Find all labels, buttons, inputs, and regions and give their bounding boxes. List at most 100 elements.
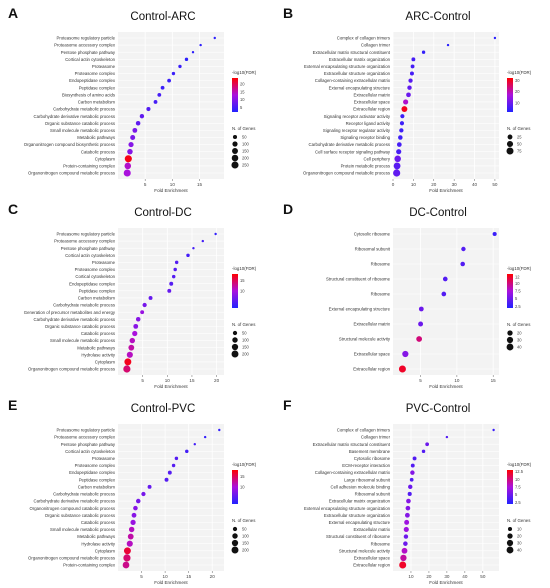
color-tick-label: 5 (515, 296, 518, 301)
term-label: Cytosolic ribosome (354, 456, 391, 461)
term-label: Cell periphery (363, 156, 390, 161)
size-legend-dot (506, 539, 514, 547)
data-point (135, 316, 141, 322)
color-tick-label: 20 (240, 82, 245, 87)
term-label: Carbon metabolism (78, 296, 116, 301)
term-label: Proteasome regulatory particle (56, 232, 115, 237)
color-tick-label: 10 (240, 97, 245, 102)
x-tick-label: 40 (472, 182, 478, 187)
color-bar (232, 470, 238, 504)
size-legend-dot (506, 147, 514, 155)
data-point (418, 321, 424, 327)
data-point (174, 260, 179, 265)
data-point (409, 477, 414, 482)
term-label: Extracellular matrix (353, 527, 390, 532)
term-label: Metabolic pathways (77, 135, 115, 140)
term-label: Extracellular matrix (353, 92, 390, 97)
term-label: Extracellular region (353, 367, 390, 372)
data-point (396, 142, 402, 147)
term-label: Pentose phosphate pathway (61, 442, 116, 447)
data-point (127, 148, 133, 155)
term-label: Structural molecule activity (339, 548, 391, 553)
term-label: Collagen-containing extracellular matrix (315, 470, 391, 475)
data-point (406, 498, 411, 504)
size-legend-dot (506, 343, 514, 351)
term-label: Peptidase complex (79, 85, 116, 90)
term-label: Carbohydrate metabolic process (53, 303, 115, 308)
color-tick-label: 7.5 (515, 485, 521, 490)
color-legend-title: -log10(FDR) (232, 266, 257, 271)
x-axis-label: Fold Enrichment (429, 580, 463, 585)
term-label: Carbon metabolism (78, 100, 116, 105)
data-point (460, 261, 465, 267)
data-point (445, 435, 449, 439)
data-point (146, 107, 151, 112)
term-label: Hydrolase activity (81, 352, 116, 357)
x-tick-label: 5 (144, 182, 147, 187)
size-tick-label: 200 (242, 156, 250, 161)
data-point (400, 554, 407, 562)
data-point (393, 162, 401, 170)
panel-e: E Control-PVC Proteasome regulatory partic… (8, 397, 257, 585)
term-label: Pentose phosphate pathway (61, 246, 116, 251)
data-point (201, 239, 204, 243)
color-tick-label: 2.5 (515, 304, 521, 309)
data-point (213, 36, 216, 40)
term-label: Metabolic pathways (77, 534, 115, 539)
data-point (171, 274, 176, 279)
term-label: Organic substance catabolic process (45, 121, 115, 126)
size-tick-label: 100 (242, 142, 250, 147)
term-label: External encapsulating structure (329, 307, 391, 312)
data-point (398, 365, 406, 373)
data-point (403, 526, 409, 533)
x-tick-label: 15 (491, 378, 497, 383)
data-point (185, 449, 189, 454)
data-point (142, 302, 147, 308)
data-point (126, 540, 133, 547)
size-tick-label: 75 (517, 149, 522, 154)
data-point (131, 512, 137, 518)
data-point (404, 512, 410, 518)
size-tick-label: 150 (242, 345, 250, 350)
data-point (141, 491, 146, 497)
panel-letter: F (283, 397, 292, 413)
data-point (399, 121, 405, 126)
data-point (128, 526, 135, 533)
panel-title: PVC-Control (406, 403, 471, 415)
data-point (399, 561, 407, 569)
color-tick-label: 10 (240, 485, 245, 490)
term-label: Proteasome complex (75, 463, 116, 468)
term-label: Catabolic process (81, 149, 115, 154)
x-tick-label: 15 (189, 378, 195, 383)
term-label: Hydrolase activity (81, 541, 116, 546)
term-label: Proteasome accessory complex (54, 435, 116, 440)
color-tick-label: 10 (515, 281, 520, 286)
data-point (171, 463, 176, 468)
term-label: Generation of precursor metabolites and … (24, 310, 116, 315)
color-tick-label: 12 (515, 275, 520, 280)
size-legend-dot (231, 161, 239, 169)
x-axis-label: Fold Enrichment (429, 384, 463, 389)
data-point (418, 306, 424, 312)
term-label: Ribosome (371, 541, 391, 546)
term-label: Collagen trimer (361, 435, 391, 440)
term-label: External encapsulating structure organiz… (304, 64, 391, 69)
term-label: Extracellular space (354, 100, 391, 105)
size-tick-label: 20 (517, 331, 522, 336)
term-label: Endopeptidase complex (69, 281, 116, 286)
size-tick-label: 40 (517, 345, 522, 350)
data-point (140, 310, 145, 315)
data-point (461, 246, 466, 252)
size-legend-dot (231, 539, 239, 547)
term-label: Extracellular matrix (353, 322, 390, 327)
size-legend-dot (506, 546, 514, 554)
term-label: Extracellular structure organization (324, 71, 391, 76)
term-label: Cortical actin cytoskeleton (65, 57, 116, 62)
term-label: Signaling receptor regulator activity (323, 128, 391, 133)
size-tick-label: 100 (242, 338, 250, 343)
size-legend-dot (232, 330, 238, 336)
data-point (400, 114, 405, 119)
term-label: Complex of collagen trimers (337, 428, 390, 433)
data-point (411, 57, 416, 62)
x-tick-label: 15 (186, 574, 192, 579)
